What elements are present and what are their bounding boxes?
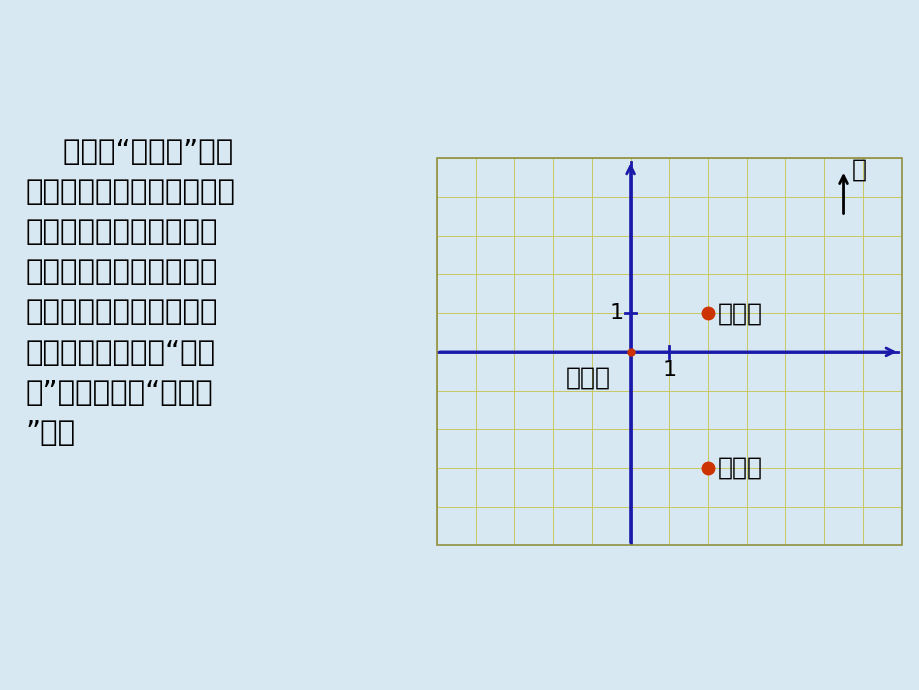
Text: 如果以“趵突泉”为原
点作两条相互垂直的数轴，
分别取向右和向上的方向
为数轴的正方向，一个方
格的边长看作一个单位长
度，那么你能表示“大明
湖”的位置吗？“: 如果以“趵突泉”为原 点作两条相互垂直的数轴， 分别取向右和向上的方向 为数轴的… <box>26 138 235 446</box>
Text: 1: 1 <box>608 303 623 323</box>
Text: 大明湖: 大明湖 <box>717 301 762 325</box>
Text: 千佛山: 千佛山 <box>717 456 762 480</box>
Text: 北: 北 <box>850 158 866 182</box>
Text: 1: 1 <box>662 360 675 380</box>
Text: 趵突泉: 趵突泉 <box>565 366 610 389</box>
